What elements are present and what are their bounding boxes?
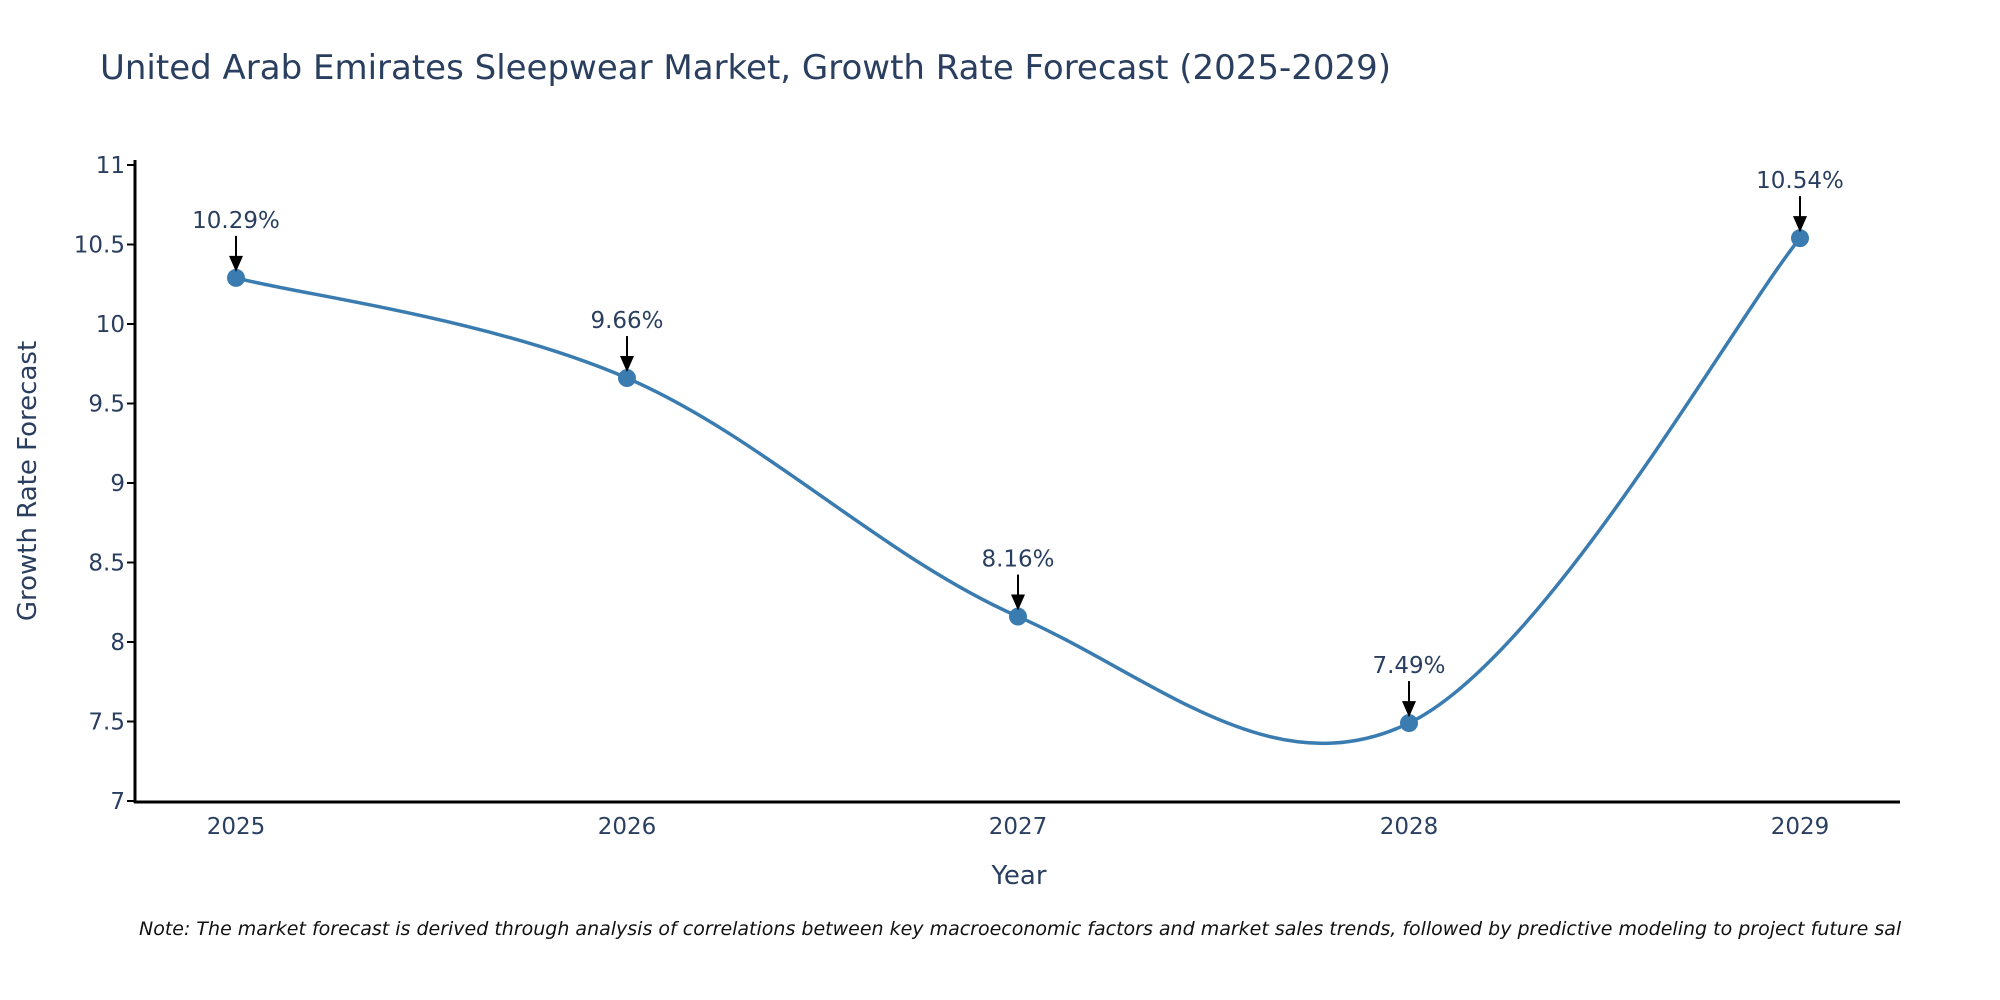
y-tick-label: 9 xyxy=(110,471,125,497)
x-tick-label: 2026 xyxy=(598,814,657,840)
y-axis-ticks: 7 7.5 8 8.5 9 9.5 10 10.5 11 xyxy=(74,153,135,815)
data-label: 8.16% xyxy=(981,547,1054,573)
series-line xyxy=(235,237,1802,746)
x-tick-label: 2028 xyxy=(1380,814,1439,840)
data-point xyxy=(618,369,636,388)
data-point xyxy=(1400,714,1418,733)
y-tick-label: 7.5 xyxy=(88,710,125,736)
data-label: 10.54% xyxy=(1756,168,1844,194)
data-label: 9.66% xyxy=(590,308,663,334)
x-axis-label: Year xyxy=(990,861,1046,891)
y-tick-label: 7 xyxy=(110,789,125,815)
annotation-arrowhead xyxy=(229,255,243,272)
data-point xyxy=(1791,229,1809,248)
y-tick-label: 8.5 xyxy=(88,551,125,577)
y-tick-label: 9.5 xyxy=(88,392,125,418)
annotation-arrowhead xyxy=(1011,594,1025,611)
data-point xyxy=(227,268,245,287)
x-tick-label: 2027 xyxy=(989,814,1048,840)
annotation-arrowhead xyxy=(1402,701,1416,718)
annotation-arrowhead xyxy=(620,356,634,373)
data-markers xyxy=(227,229,1809,733)
data-annotations: 10.29% 9.66% 8.16% 7.49% 10.54% xyxy=(192,168,1844,718)
y-axis-label: Growth Rate Forecast xyxy=(13,341,43,621)
y-tick-label: 10.5 xyxy=(74,233,125,259)
y-tick-label: 10 xyxy=(96,312,125,338)
x-tick-label: 2029 xyxy=(1771,814,1830,840)
data-label: 7.49% xyxy=(1372,653,1445,679)
x-axis-ticks: 2025 2026 2027 2028 2029 xyxy=(207,814,1830,840)
annotation-arrowhead xyxy=(1793,216,1807,233)
y-tick-label: 8 xyxy=(110,630,125,656)
x-tick-label: 2025 xyxy=(207,814,266,840)
footnote: Note: The market forecast is derived thr… xyxy=(139,918,1902,940)
data-label: 10.29% xyxy=(192,208,280,234)
data-point xyxy=(1009,607,1027,626)
chart-title: United Arab Emirates Sleepwear Market, G… xyxy=(100,48,1391,88)
y-tick-label: 11 xyxy=(96,153,125,179)
